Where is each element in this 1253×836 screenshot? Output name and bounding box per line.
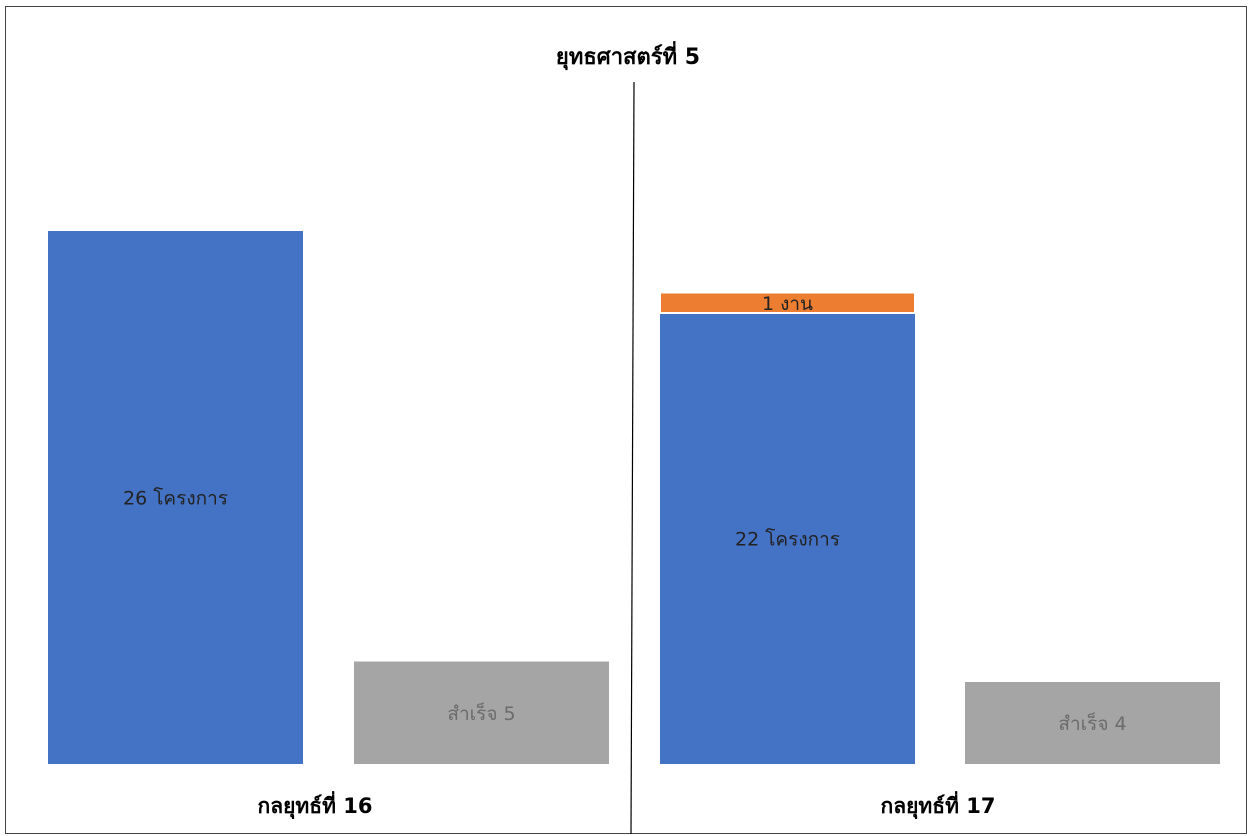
bar-data-label: 1 งาน (762, 293, 813, 315)
bar-segment (660, 313, 915, 764)
bar-segment (354, 661, 609, 764)
group-divider (630, 81, 635, 835)
category-label: กลยุทธ์ที่ 16 (258, 790, 373, 820)
bar-segment (48, 231, 303, 764)
bar-data-label: สำเร็จ 4 (1058, 711, 1126, 735)
bar-segment (659, 291, 916, 314)
bar-data-label: 22 โครงการ (735, 528, 840, 551)
chart-title: ยุทธศาสตร์ที่ 5 (556, 40, 700, 71)
bar-segment (965, 682, 1220, 764)
bar-data-label: สำเร็จ 5 (447, 701, 515, 725)
bar-data-label: 26 โครงการ (123, 487, 228, 510)
category-label: กลยุทธ์ที่ 17 (881, 790, 996, 820)
